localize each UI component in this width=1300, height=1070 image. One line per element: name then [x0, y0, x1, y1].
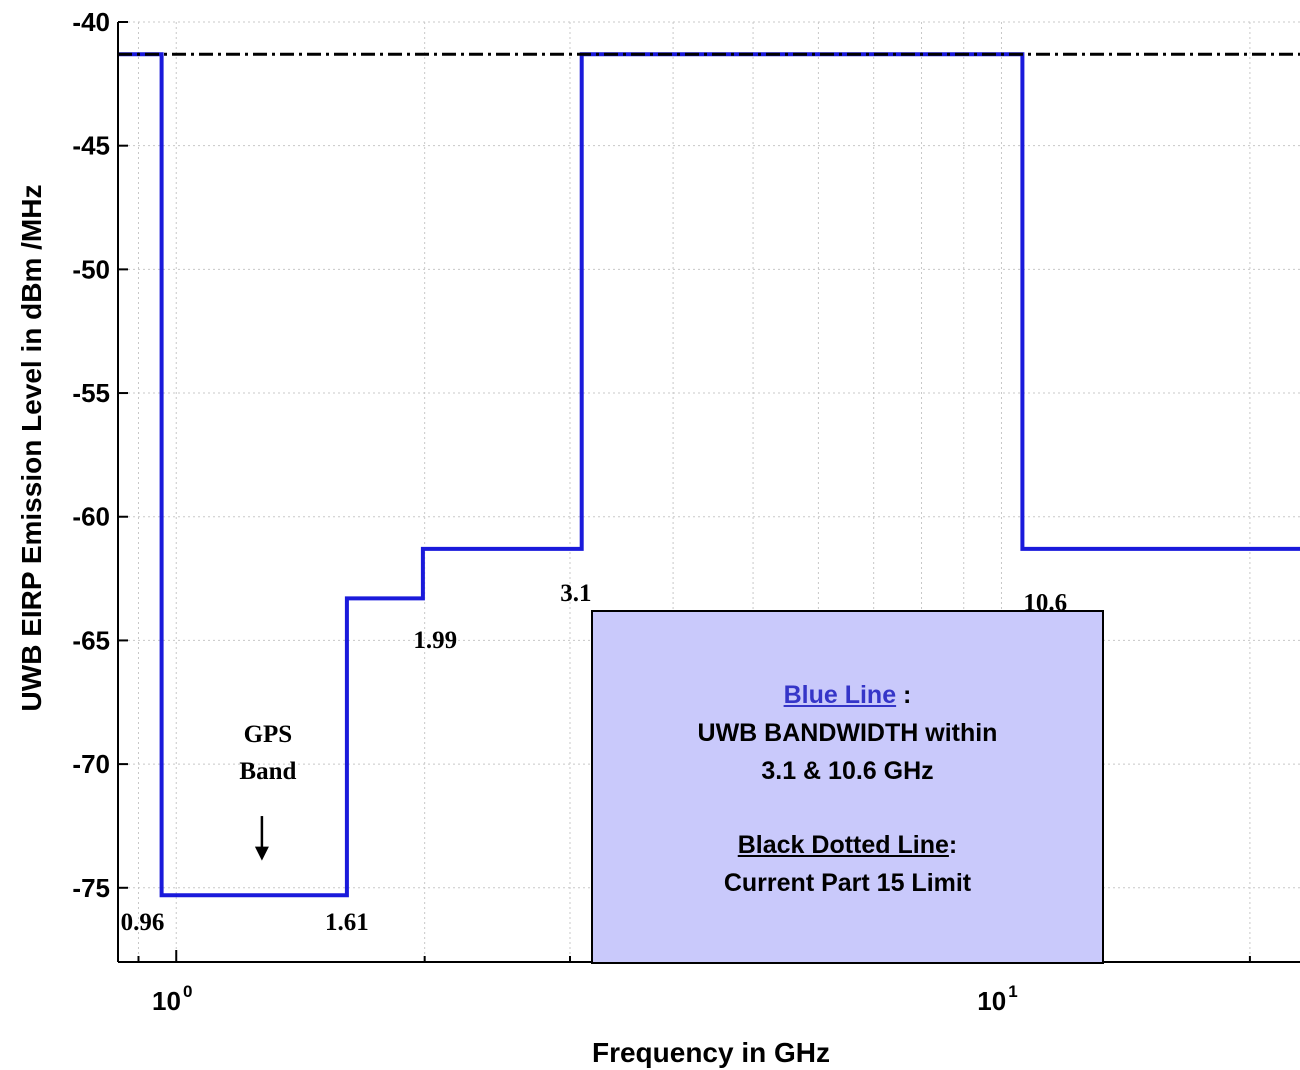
legend-black-title: Black Dotted Line: [737, 831, 949, 859]
frequency-annotation: 1.61: [325, 909, 369, 936]
legend-blue-line-heading: Blue Line :: [593, 676, 1102, 714]
uwb-mask-line: [118, 52, 1300, 898]
legend-blue-colon: :: [896, 681, 912, 709]
gps-label-line2: Band: [239, 758, 296, 785]
frequency-annotation: 0.96: [121, 909, 165, 936]
x-tick-label: 10 0: [152, 982, 192, 1016]
gps-band-annotation: GPS Band: [239, 721, 296, 861]
gps-arrow-head-icon: [254, 846, 269, 861]
legend-blue-text-1: UWB BANDWIDTH within: [697, 719, 998, 747]
frequency-annotation: 1.99: [413, 627, 457, 654]
y-tick-label: -65: [72, 625, 110, 655]
legend-black-colon: :: [948, 831, 958, 859]
y-tick-label: -55: [72, 378, 110, 408]
y-axis-title: UWB EIRP Emission Level in dBm /MHz: [16, 185, 47, 712]
x-tick-exponent: 1: [1008, 982, 1017, 1001]
x-tick-base: 10: [152, 986, 181, 1016]
y-tick-labels: -40 -45 -50 -55 -60 -65 -70 -75: [72, 7, 110, 903]
legend-black-line-heading: Black Dotted Line:: [593, 826, 1102, 864]
legend-black-text: Current Part 15 Limit: [723, 869, 972, 897]
legend-blue-title: Blue Line: [783, 681, 897, 709]
y-tick-label: -50: [72, 254, 110, 284]
x-axis-title: Frequency in GHz: [592, 1037, 830, 1068]
y-tick-label: -75: [72, 873, 110, 903]
y-tick-label: -40: [72, 7, 110, 37]
frequency-annotation: 3.1: [560, 580, 591, 607]
y-tick-label: -70: [72, 749, 110, 779]
legend-blue-text-2: 3.1 & 10.6 GHz: [761, 757, 934, 785]
x-tick-label: 10 1: [977, 982, 1017, 1016]
legend-box: Blue Line : UWB BANDWIDTH within 3.1 & 1…: [591, 610, 1104, 964]
y-tick-label: -45: [72, 131, 110, 161]
series-layer: [118, 52, 1300, 898]
x-tick-labels: 10 0 10 1: [152, 982, 1018, 1016]
gps-label-line1: GPS: [244, 721, 293, 748]
x-tick-exponent: 0: [183, 982, 192, 1001]
x-tick-base: 10: [977, 986, 1006, 1016]
minor-grid: [137, 22, 1251, 962]
y-tick-label: -60: [72, 502, 110, 532]
